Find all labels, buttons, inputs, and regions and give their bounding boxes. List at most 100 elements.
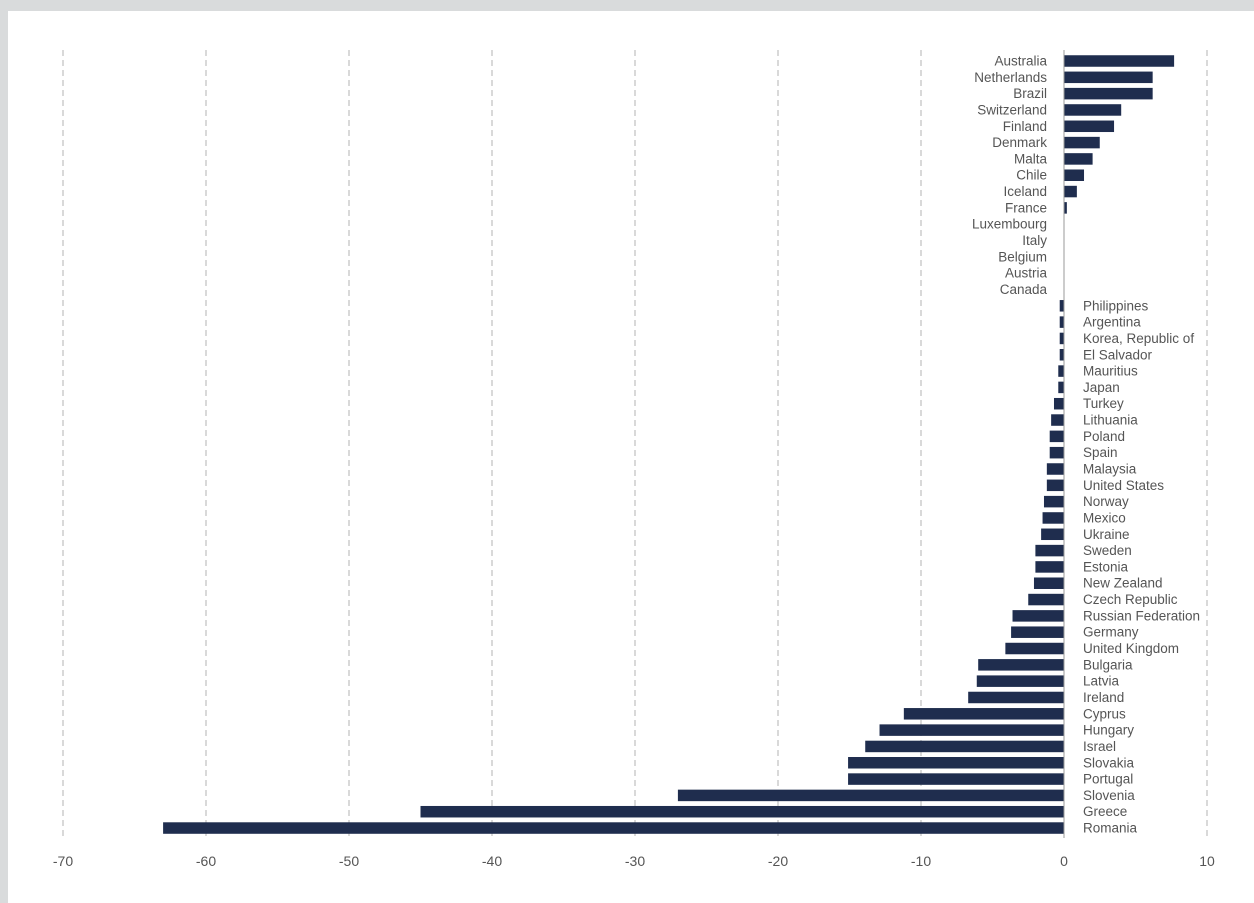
bar [1035,561,1064,573]
bar [1049,446,1064,459]
category-label: Italy [1022,233,1047,248]
bar [1035,544,1064,557]
bar [1028,593,1064,606]
bar [903,708,1064,720]
category-label: France [1005,200,1047,215]
bar [1059,300,1064,312]
category-label: Cyprus [1083,706,1126,721]
x-tick-label: 10 [1199,853,1215,869]
category-label: Greece [1083,804,1127,819]
bar [1033,577,1064,589]
bar [1005,642,1064,655]
category-label: Japan [1083,380,1120,395]
bar [1043,495,1064,508]
category-label: Israel [1083,739,1116,754]
category-label: Hungary [1083,723,1134,738]
category-label: Argentina [1083,315,1141,330]
category-label: Romania [1083,821,1138,836]
category-label: Czech Republic [1083,592,1178,607]
bar [1064,104,1122,116]
category-label: Mexico [1083,510,1126,525]
bar [1051,414,1064,426]
category-label: United Kingdom [1083,641,1179,656]
category-label: Brazil [1013,86,1047,101]
category-label: Finland [1003,119,1047,134]
x-tick-label: -10 [911,853,931,869]
bar [1058,381,1064,394]
bar [1012,610,1064,622]
category-label: Ukraine [1083,527,1130,542]
category-label: Germany [1083,625,1139,640]
category-label: Korea, Republic of [1083,331,1194,346]
bar [1046,479,1064,492]
bar [1064,120,1115,133]
category-label: Slovenia [1083,788,1135,803]
category-label: Belgium [998,249,1047,264]
bar [1064,55,1175,67]
bar [1011,626,1064,638]
bar [1064,153,1093,165]
category-label: Estonia [1083,559,1129,574]
bar [1059,316,1064,328]
category-label: Iceland [1003,184,1047,199]
category-label: United States [1083,478,1164,493]
category-label: Ireland [1083,690,1124,705]
category-label: New Zealand [1083,576,1163,591]
bar [879,724,1064,736]
category-label: Malta [1014,151,1048,166]
category-label: Norway [1083,494,1129,509]
bar [1053,397,1064,410]
category-label: Lithuania [1083,413,1138,428]
bars [163,55,1175,834]
category-label: Chile [1016,168,1047,183]
bar [1064,87,1153,100]
category-label: Australia [994,54,1047,69]
bar [1064,71,1153,84]
x-axis-tick-labels: -70 -60 -50 -40 -30 -20 -10 0 10 [53,853,1215,869]
bar [1058,365,1064,377]
bar [677,789,1064,802]
x-tick-label: -60 [196,853,216,869]
bar [968,691,1064,704]
bar [1059,332,1064,345]
category-label: Philippines [1083,298,1149,313]
category-label: Spain [1083,445,1118,460]
bar [1042,512,1064,524]
category-label: Mauritius [1083,364,1138,379]
category-label: Canada [1000,282,1048,297]
bar [848,773,1064,785]
x-tick-label: 0 [1060,853,1068,869]
category-label: Denmark [992,135,1047,150]
gridlines [62,50,1208,838]
category-label: Luxembourg [972,217,1047,232]
category-label: Slovakia [1083,755,1135,770]
category-label: Austria [1005,266,1048,281]
category-label: Switzerland [977,102,1047,117]
bar [978,659,1064,671]
category-label: Netherlands [974,70,1047,85]
bar [865,740,1064,753]
bar [848,757,1064,769]
x-tick-label: -30 [625,853,645,869]
chart-panel [8,11,1254,903]
bar [1064,185,1077,198]
x-tick-label: -50 [339,853,359,869]
bar [1064,136,1100,149]
x-tick-label: -20 [768,853,788,869]
category-label: Turkey [1083,396,1124,411]
category-label: El Salvador [1083,347,1153,362]
bar [1049,430,1064,443]
category-label: Portugal [1083,772,1133,787]
bar [1041,528,1064,541]
category-label: Bulgaria [1083,657,1133,672]
category-label: Poland [1083,429,1125,444]
bar [163,822,1065,834]
x-tick-label: -40 [482,853,502,869]
category-label: Russian Federation [1083,608,1200,623]
x-tick-label: -70 [53,853,73,869]
bar [1046,463,1064,475]
category-label: Latvia [1083,674,1120,689]
bar [1064,202,1067,214]
